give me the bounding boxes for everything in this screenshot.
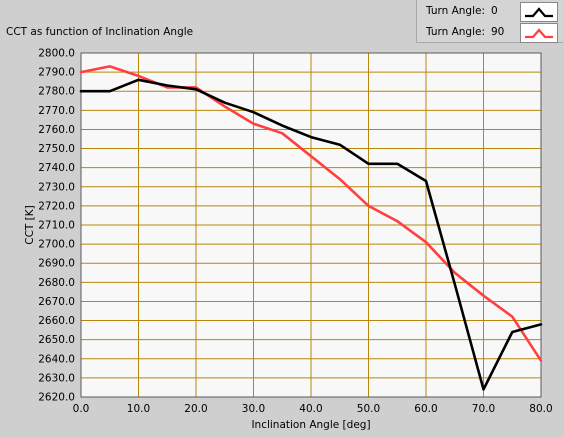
y-tick-label: 2760.0 bbox=[38, 124, 75, 136]
plot-frame bbox=[80, 52, 542, 398]
y-tick-label: 2800.0 bbox=[38, 48, 75, 60]
y-tick-label: 2740.0 bbox=[38, 162, 75, 174]
y-tick-label: 2630.0 bbox=[38, 372, 75, 384]
y-tick-label: 2780.0 bbox=[38, 86, 75, 98]
legend-swatch-red[interactable] bbox=[520, 23, 558, 43]
legend-label: Turn Angle: bbox=[426, 5, 486, 17]
x-tick-label: 30.0 bbox=[242, 403, 265, 415]
legend-line-icon bbox=[525, 7, 553, 18]
y-tick-label: 2720.0 bbox=[38, 200, 75, 212]
y-tick-label: 2650.0 bbox=[38, 334, 75, 346]
y-tick-label: 2790.0 bbox=[38, 67, 75, 79]
y-tick-label: 2670.0 bbox=[38, 296, 75, 308]
series-line-turn-angle-0 bbox=[79, 78, 543, 391]
y-tick-label: 2640.0 bbox=[38, 353, 75, 365]
y-tick-label: 2750.0 bbox=[38, 143, 75, 155]
legend-swatch-black[interactable] bbox=[520, 2, 558, 22]
x-tick-label: 60.0 bbox=[414, 403, 437, 415]
y-tick-label: 2710.0 bbox=[38, 220, 75, 232]
x-tick-label: 10.0 bbox=[127, 403, 150, 415]
y-tick-label: 2770.0 bbox=[38, 105, 75, 117]
legend-item-turn-angle-90[interactable]: Turn Angle: 90 bbox=[417, 22, 563, 43]
x-tick-label: 80.0 bbox=[529, 403, 552, 415]
legend-line-icon bbox=[525, 28, 553, 39]
legend-value: 0 bbox=[491, 5, 498, 17]
x-tick-label: 20.0 bbox=[184, 403, 207, 415]
x-axis-label: Inclination Angle [deg] bbox=[251, 419, 370, 431]
x-tick-label: 40.0 bbox=[299, 403, 322, 415]
legend-item-turn-angle-0[interactable]: Turn Angle: 0 bbox=[417, 1, 563, 22]
plot-legend: Turn Angle: 0 Turn Angle: 90 bbox=[416, 0, 563, 43]
chart-title: CCT as function of Inclination Angle bbox=[6, 26, 194, 38]
x-tick-label: 70.0 bbox=[472, 403, 495, 415]
y-tick-label: 2700.0 bbox=[38, 239, 75, 251]
y-tick-label: 2680.0 bbox=[38, 277, 75, 289]
legend-label: Turn Angle: bbox=[426, 26, 486, 38]
y-tick-label: 2660.0 bbox=[38, 315, 75, 327]
x-tick-label: 50.0 bbox=[357, 403, 380, 415]
y-axis-label: CCT [K] bbox=[24, 205, 36, 245]
y-tick-label: 2730.0 bbox=[38, 181, 75, 193]
legend-value: 90 bbox=[491, 26, 505, 38]
x-tick-label: 0.0 bbox=[73, 403, 90, 415]
y-tick-label: 2620.0 bbox=[38, 392, 75, 404]
y-tick-label: 2690.0 bbox=[38, 258, 75, 270]
